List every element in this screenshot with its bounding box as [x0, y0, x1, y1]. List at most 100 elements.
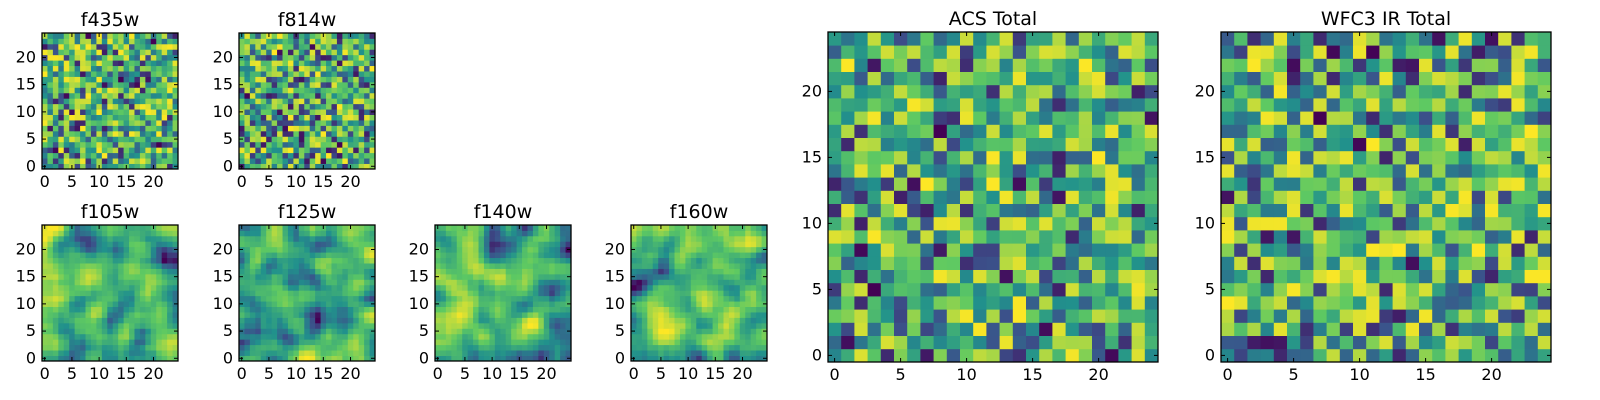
heatmap-cell	[894, 164, 908, 178]
heatmap-cell	[353, 114, 360, 121]
heatmap-cell	[271, 301, 278, 307]
heatmap-cell	[298, 279, 305, 286]
heatmap-cell	[1065, 309, 1080, 323]
heatmap-cell	[287, 130, 294, 137]
heatmap-cell	[260, 273, 267, 280]
heatmap-cell	[249, 312, 256, 318]
heatmap-cell	[304, 87, 311, 94]
heatmap-cell	[139, 257, 146, 264]
heatmap-cell	[63, 312, 70, 318]
heatmap-cell	[112, 163, 119, 170]
heatmap-cell	[123, 38, 130, 45]
heatmap-cell	[511, 241, 517, 248]
heatmap-cell	[107, 152, 114, 159]
heatmap-cell	[1039, 322, 1053, 336]
heatmap-cell	[456, 317, 463, 324]
heatmap-cell	[641, 241, 648, 248]
heatmap-cell	[271, 333, 278, 340]
heatmap-cell	[828, 71, 842, 86]
heatmap-cell	[353, 317, 360, 324]
heatmap-cell	[145, 120, 152, 126]
heatmap-cell	[342, 350, 349, 356]
heatmap-cell	[134, 136, 141, 143]
heatmap-cell	[112, 312, 119, 318]
heatmap-cell	[74, 295, 81, 302]
heatmap-cell	[342, 225, 349, 231]
heatmap-cell	[663, 328, 670, 335]
heatmap-cell	[304, 350, 311, 356]
heatmap-cell	[841, 309, 855, 323]
heatmap-cell	[134, 312, 141, 318]
heatmap-cell	[277, 65, 283, 72]
heatmap-cell	[1366, 216, 1380, 231]
heatmap-cell	[761, 317, 768, 324]
heatmap-cell	[118, 290, 124, 297]
heatmap-cell	[739, 317, 746, 324]
heatmap-cell	[451, 263, 458, 269]
heatmap-cell	[549, 279, 556, 286]
heatmap-cell	[287, 306, 294, 313]
heatmap-cell	[1078, 124, 1093, 138]
x-tick-label: 10	[482, 364, 502, 383]
heatmap-cell	[282, 268, 289, 275]
heatmap-cell	[560, 273, 566, 280]
heatmap-cell	[364, 235, 370, 242]
heatmap-cell	[473, 235, 479, 242]
heatmap-cell	[353, 33, 360, 39]
heatmap-cell	[47, 87, 54, 94]
heatmap-cell	[560, 225, 566, 231]
heatmap-cell	[80, 273, 86, 280]
heatmap-cell	[456, 279, 463, 286]
heatmap-cell	[761, 339, 768, 346]
heatmap-cell	[358, 125, 365, 132]
heatmap-cell	[473, 268, 479, 275]
heatmap-cell	[90, 328, 97, 335]
heatmap-cell	[516, 230, 523, 237]
x-tick-label: 15	[1022, 365, 1042, 384]
heatmap-cell	[867, 150, 882, 165]
heatmap-cell	[282, 60, 289, 67]
heatmap-cell	[516, 290, 523, 297]
heatmap-cell	[527, 322, 534, 329]
heatmap-cell	[90, 130, 97, 137]
heatmap-cell	[90, 322, 97, 329]
heatmap-cell	[266, 158, 273, 164]
heatmap-cell	[647, 295, 654, 302]
heatmap-cell	[309, 38, 316, 45]
heatmap-cell	[266, 136, 273, 143]
heatmap-cell	[739, 235, 746, 242]
heatmap-cell	[85, 268, 92, 275]
heatmap-cell	[112, 317, 119, 324]
heatmap-cell	[522, 306, 528, 313]
heatmap-cell	[1092, 203, 1106, 218]
heatmap-cell	[118, 125, 124, 132]
heatmap-cell	[451, 301, 458, 307]
heatmap-cell	[364, 87, 370, 94]
heatmap-cell	[707, 225, 713, 231]
heatmap-cell	[920, 137, 934, 152]
heatmap-cell	[282, 130, 289, 137]
heatmap-cell	[761, 306, 768, 313]
heatmap-cell	[538, 333, 545, 340]
heatmap-cell	[854, 111, 868, 125]
heatmap-cell	[358, 301, 365, 307]
heatmap-cell	[723, 230, 730, 237]
heatmap-cell	[494, 306, 501, 313]
heatmap-cell	[1419, 296, 1433, 310]
heatmap-cell	[451, 312, 458, 318]
heatmap-cell	[841, 322, 855, 336]
heatmap-cell	[336, 163, 343, 170]
heatmap-cell	[1131, 177, 1146, 191]
heatmap-cell	[58, 130, 65, 137]
heatmap-cell	[435, 317, 441, 324]
heatmap-cell	[364, 312, 370, 318]
heatmap-cell	[293, 252, 300, 259]
heatmap-cell	[973, 269, 987, 284]
heatmap-cell	[631, 284, 637, 291]
heatmap-cell	[63, 33, 70, 39]
heatmap-cell	[320, 49, 327, 56]
heatmap-cell	[42, 350, 48, 356]
heatmap-cell	[172, 350, 179, 356]
heatmap-cell	[249, 103, 256, 110]
heatmap-cell	[1012, 137, 1027, 152]
